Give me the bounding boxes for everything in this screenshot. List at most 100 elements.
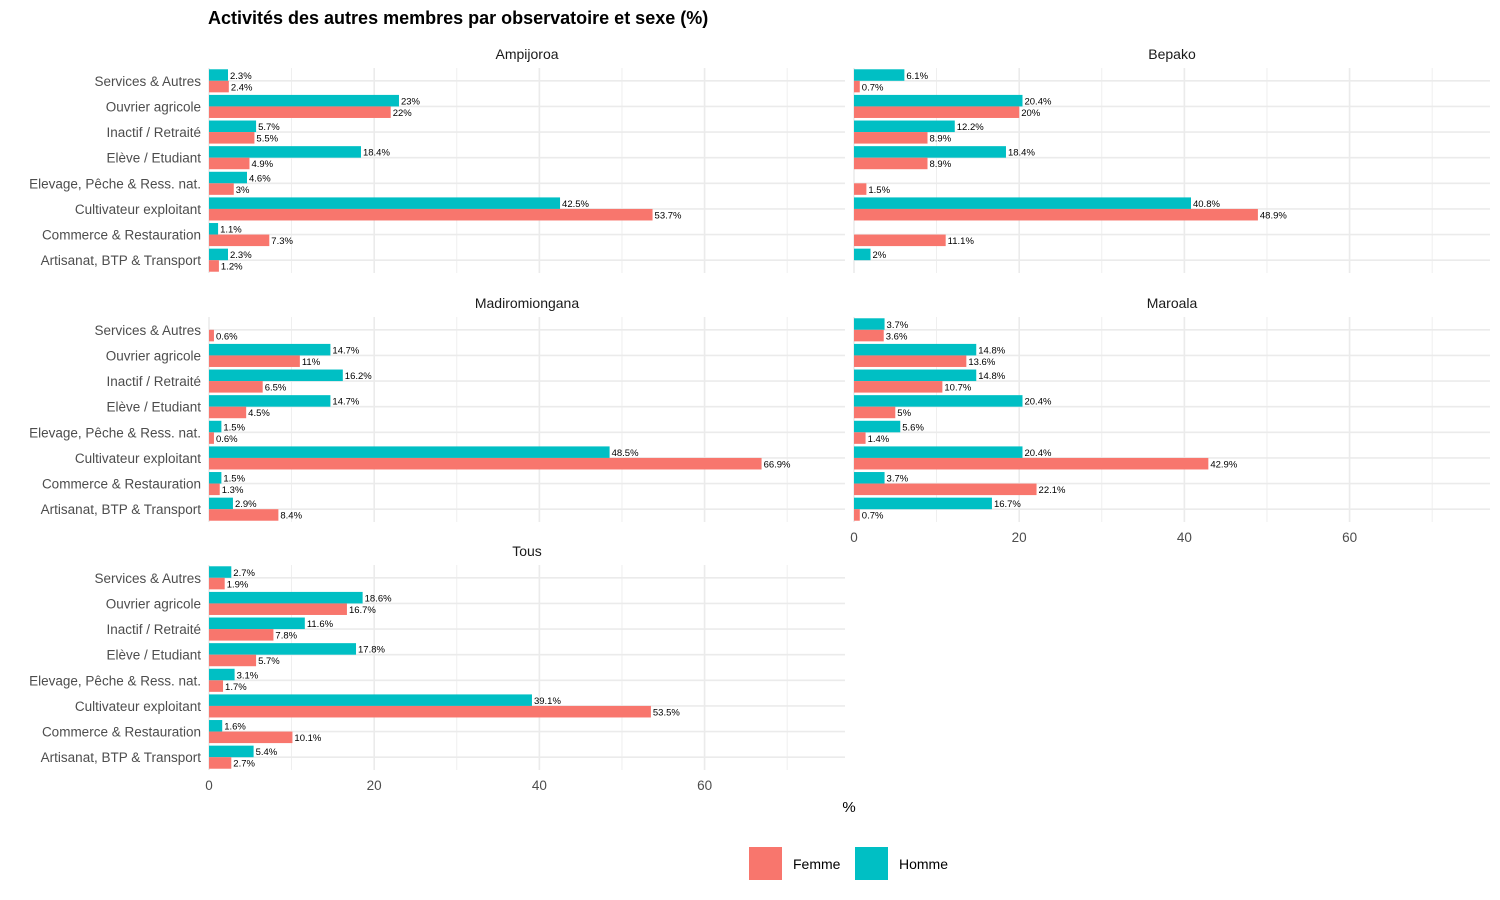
data-label: 7.8% <box>275 631 297 642</box>
data-label: 0.7% <box>862 82 884 93</box>
x-tick-label: 60 <box>697 778 712 793</box>
data-label: 6.1% <box>906 71 928 82</box>
bar-homme <box>209 223 219 235</box>
bar-homme <box>854 146 1006 158</box>
y-tick-label: Elevage, Pêche & Ress. nat. <box>29 425 201 440</box>
bar-homme <box>209 369 343 382</box>
bar-femme <box>854 234 946 247</box>
data-label: 2.9% <box>235 499 257 510</box>
data-label: 7.3% <box>271 236 293 247</box>
bar-femme <box>209 132 255 144</box>
bar-homme <box>209 694 532 706</box>
bar-homme <box>854 497 992 510</box>
bar-femme <box>854 509 860 521</box>
data-label: 4.9% <box>251 159 273 170</box>
data-label: 5.7% <box>258 122 280 133</box>
bar-femme <box>209 355 300 367</box>
data-label: 20.4% <box>1024 397 1051 408</box>
bar-femme <box>854 183 867 195</box>
panel-ampijoroa: Ampijoroa Services & Autres Ouvrier agrico… <box>29 46 845 273</box>
data-label: 20.4% <box>1024 448 1051 459</box>
bar-femme <box>854 80 860 93</box>
data-label: 5.4% <box>256 747 278 758</box>
bar-femme <box>209 577 225 590</box>
bar-homme <box>209 420 222 433</box>
data-label: 4.5% <box>248 408 270 419</box>
bar-femme <box>209 432 214 444</box>
data-label: 2.7% <box>233 568 255 579</box>
data-label: 39.1% <box>534 696 561 707</box>
bar-femme <box>854 355 967 367</box>
panel-title: Madiromiongana <box>475 295 579 311</box>
x-tick-label: 20 <box>367 778 382 793</box>
panel-title: Ampijoroa <box>495 46 558 62</box>
y-tick-label: Artisanat, BTP & Transport <box>41 502 202 517</box>
bar-homme <box>854 343 977 356</box>
data-label: 14.8% <box>978 345 1005 356</box>
panel-title: Bepako <box>1148 46 1196 62</box>
bar-femme <box>854 157 928 170</box>
bar-femme <box>209 406 247 419</box>
bar-homme <box>209 171 247 184</box>
data-label: 48.9% <box>1260 210 1287 221</box>
data-label: 8.9% <box>930 134 952 145</box>
y-tick-label: Inactif / Retraité <box>106 374 201 389</box>
data-label: 3.7% <box>887 474 909 485</box>
bar-femme <box>209 731 293 744</box>
data-label: 1.7% <box>225 682 247 693</box>
bar-homme <box>854 94 1023 107</box>
legend-swatch-femme <box>749 847 782 880</box>
bar-homme <box>854 248 871 261</box>
data-label: 17.8% <box>358 645 385 656</box>
x-tick-label: 0 <box>850 530 858 545</box>
data-label: 12.2% <box>957 122 984 133</box>
bar-femme <box>209 757 232 769</box>
data-label: 18.6% <box>365 593 392 604</box>
bar-femme <box>209 157 250 170</box>
y-tick-label: Inactif / Retraité <box>106 622 201 637</box>
data-label: 18.4% <box>363 148 390 159</box>
bar-femme <box>209 234 270 247</box>
y-tick-label: Ouvrier agricole <box>106 348 201 363</box>
y-tick-label: Elevage, Pêche & Ress. nat. <box>29 176 201 191</box>
data-label: 1.6% <box>224 722 246 733</box>
y-tick-label: Ouvrier agricole <box>106 596 201 611</box>
data-label: 14.8% <box>978 371 1005 382</box>
y-tick-label: Artisanat, BTP & Transport <box>41 253 202 268</box>
y-tick-label: Services & Autres <box>94 571 201 586</box>
data-label: 23% <box>401 96 421 107</box>
y-tick-label: Elève / Etudiant <box>106 400 201 415</box>
bar-femme <box>854 329 884 342</box>
data-label: 2% <box>873 250 887 261</box>
y-tick-label: Cultivateur exploitant <box>75 699 201 714</box>
data-label: 5% <box>897 408 911 419</box>
data-label: 8.9% <box>930 159 952 170</box>
bar-homme <box>209 446 610 458</box>
data-label: 1.4% <box>868 434 890 445</box>
bar-femme <box>209 381 263 393</box>
y-tick-label: Cultivateur exploitant <box>75 202 201 217</box>
data-label: 3.6% <box>886 331 908 342</box>
x-tick-label: 20 <box>1012 530 1027 545</box>
bar-femme <box>854 457 1209 470</box>
y-tick-label: Commerce & Restauration <box>42 477 201 492</box>
y-tick-label: Services & Autres <box>94 74 201 89</box>
bar-femme <box>209 654 257 667</box>
data-label: 48.5% <box>612 448 639 459</box>
data-label: 20.4% <box>1024 96 1051 107</box>
data-label: 66.9% <box>764 459 791 470</box>
data-label: 4.6% <box>249 173 271 184</box>
bar-homme <box>209 94 399 107</box>
y-tick-label: Artisanat, BTP & Transport <box>41 750 202 765</box>
data-label: 3.7% <box>887 320 909 331</box>
y-tick-label: Commerce & Restauration <box>42 725 201 740</box>
bar-homme <box>209 343 331 356</box>
y-tick-label: Inactif / Retraité <box>106 125 201 140</box>
bar-femme <box>209 329 214 342</box>
data-label: 2.3% <box>230 71 252 82</box>
data-label: 1.5% <box>223 474 245 485</box>
data-label: 16.7% <box>349 605 376 616</box>
bar-femme <box>854 432 866 444</box>
